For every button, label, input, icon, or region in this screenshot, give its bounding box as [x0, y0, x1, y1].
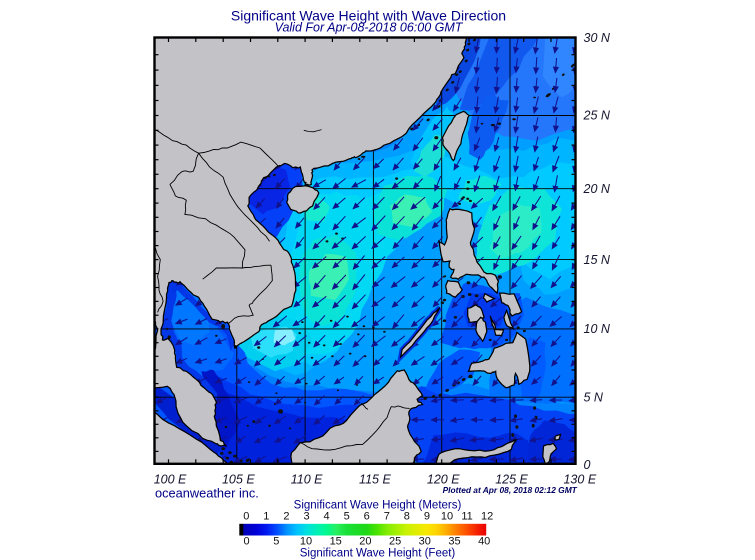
- svg-text:20 N: 20 N: [583, 182, 611, 196]
- svg-text:10: 10: [300, 536, 312, 548]
- svg-text:2: 2: [283, 511, 289, 523]
- svg-text:115 E: 115 E: [359, 473, 391, 487]
- svg-text:30 N: 30 N: [584, 31, 611, 45]
- svg-text:105 E: 105 E: [222, 473, 255, 487]
- svg-text:5: 5: [344, 511, 350, 523]
- svg-text:25 N: 25 N: [583, 109, 611, 123]
- svg-text:30: 30: [419, 536, 431, 548]
- svg-text:12: 12: [481, 511, 493, 523]
- svg-text:1: 1: [263, 511, 269, 523]
- svg-text:100 E: 100 E: [154, 473, 187, 487]
- svg-text:11: 11: [461, 511, 472, 523]
- svg-text:4: 4: [324, 511, 330, 523]
- svg-text:Valid For Apr-08-2018 06:00 GM: Valid For Apr-08-2018 06:00 GMT: [275, 21, 464, 35]
- svg-text:130 E: 130 E: [563, 473, 596, 487]
- svg-text:9: 9: [424, 511, 430, 523]
- svg-text:120 E: 120 E: [427, 473, 460, 487]
- svg-text:35: 35: [448, 536, 460, 548]
- svg-text:Significant Wave Height (Feet): Significant Wave Height (Feet): [300, 548, 456, 560]
- svg-text:Significant Wave Height (Meter: Significant Wave Height (Meters): [294, 500, 462, 512]
- svg-text:3: 3: [303, 511, 309, 523]
- svg-text:10: 10: [441, 511, 453, 523]
- svg-text:125 E: 125 E: [495, 473, 528, 487]
- svg-text:Significant Wave Height with W: Significant Wave Height with Wave Direct…: [231, 8, 506, 24]
- svg-text:8: 8: [404, 511, 410, 523]
- svg-text:20: 20: [359, 536, 371, 548]
- svg-text:10 N: 10 N: [584, 322, 611, 336]
- svg-text:7: 7: [384, 511, 390, 523]
- svg-text:0: 0: [244, 536, 250, 548]
- svg-text:110 E: 110 E: [291, 473, 323, 487]
- svg-text:oceanweather inc.: oceanweather inc.: [155, 486, 259, 501]
- svg-text:Plotted at Apr 08, 2018 02:12: Plotted at Apr 08, 2018 02:12 GMT: [443, 485, 578, 495]
- svg-text:40: 40: [478, 536, 490, 548]
- svg-text:15: 15: [330, 536, 342, 548]
- svg-text:5 N: 5 N: [584, 390, 604, 404]
- svg-text:0: 0: [584, 458, 591, 472]
- svg-text:6: 6: [364, 511, 370, 523]
- svg-text:5: 5: [273, 536, 279, 548]
- svg-text:25: 25: [389, 536, 401, 548]
- svg-text:0: 0: [243, 511, 249, 523]
- svg-text:15 N: 15 N: [584, 253, 611, 267]
